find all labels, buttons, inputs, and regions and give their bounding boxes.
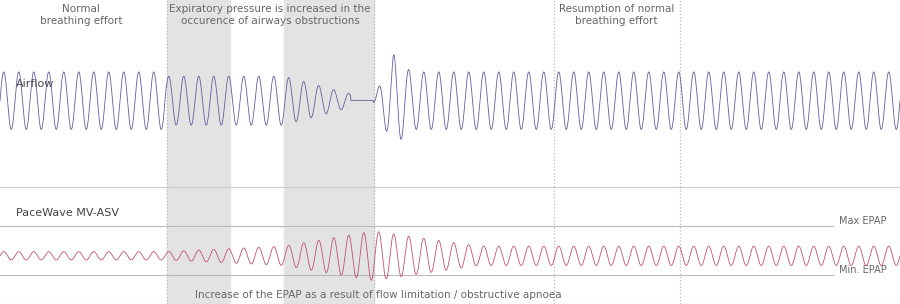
Text: Flow
imitation: Flow imitation: [175, 200, 221, 222]
Text: Resumption of normal
breathing effort: Resumption of normal breathing effort: [559, 4, 674, 26]
Text: Normal
breathing effort: Normal breathing effort: [40, 4, 122, 26]
Bar: [166, 187, 230, 304]
Text: Airflow: Airflow: [16, 79, 55, 89]
Text: Min. EPAP: Min. EPAP: [839, 265, 886, 275]
Text: Expiratory pressure is increased in the
occurence of airways obstructions: Expiratory pressure is increased in the …: [169, 4, 371, 26]
Text: Max EPAP: Max EPAP: [839, 216, 886, 226]
Bar: [284, 187, 374, 304]
Text: PaceWave MV-ASV: PaceWave MV-ASV: [16, 208, 119, 218]
Bar: [166, 0, 230, 187]
Text: Increase of the EPAP as a result of flow limitation / obstructive apnoea: Increase of the EPAP as a result of flow…: [194, 290, 562, 300]
Bar: [284, 0, 374, 187]
Text: Obstructive
Apnoea: Obstructive Apnoea: [289, 200, 350, 222]
